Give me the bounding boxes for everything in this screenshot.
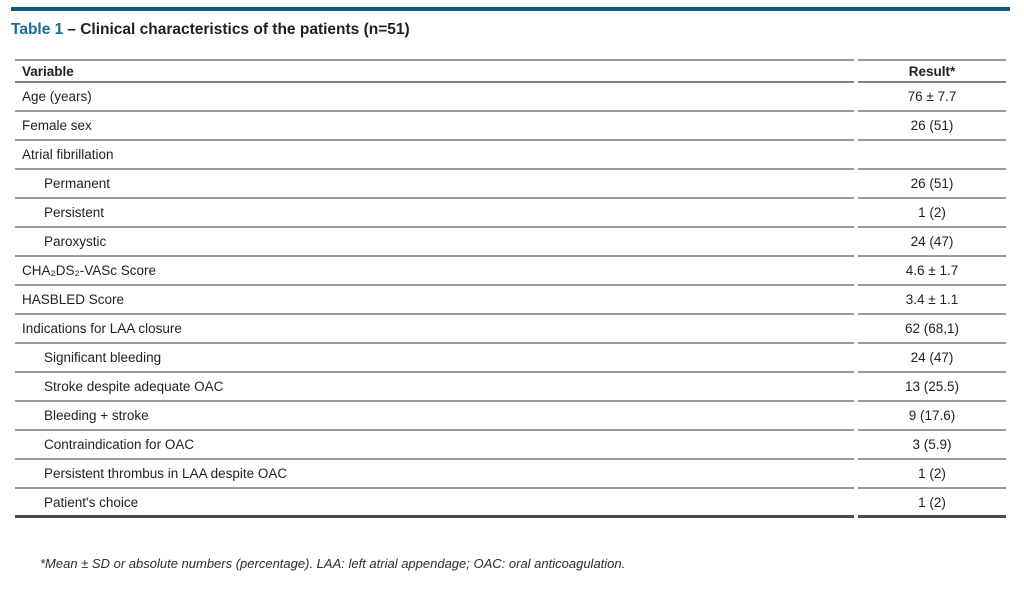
- result-cell: 4.6 ± 1.7: [858, 257, 1006, 286]
- result-cell: 13 (25.5): [858, 373, 1006, 402]
- table-number-label: Table 1: [11, 21, 64, 38]
- table-row: CHA₂DS₂-VASc Score 4.6 ± 1.7: [15, 257, 1006, 286]
- variable-cell: Female sex: [15, 112, 854, 141]
- result-cell: 3 (5.9): [858, 431, 1006, 460]
- variable-cell: Contraindication for OAC: [15, 431, 854, 460]
- variable-cell: Age (years): [15, 83, 854, 112]
- variable-cell: CHA₂DS₂-VASc Score: [15, 257, 854, 286]
- variable-cell: Paroxystic: [15, 228, 854, 257]
- column-header-variable: Variable: [15, 59, 854, 83]
- table-row: Patient's choice 1 (2): [15, 489, 1006, 518]
- result-cell: 24 (47): [858, 344, 1006, 373]
- result-cell: 24 (47): [858, 228, 1006, 257]
- result-cell: 1 (2): [858, 460, 1006, 489]
- result-cell: 1 (2): [858, 489, 1006, 518]
- result-cell: [858, 141, 1006, 170]
- variable-cell: Bleeding + stroke: [15, 402, 854, 431]
- table-row: Atrial fibrillation: [15, 141, 1006, 170]
- result-cell: 76 ± 7.7: [858, 83, 1006, 112]
- table-footnote: *Mean ± SD or absolute numbers (percenta…: [40, 556, 626, 571]
- table-row: Age (years) 76 ± 7.7: [15, 83, 1006, 112]
- table-row: Paroxystic 24 (47): [15, 228, 1006, 257]
- variable-cell: Persistent: [15, 199, 854, 228]
- table-row: Contraindication for OAC 3 (5.9): [15, 431, 1006, 460]
- clinical-characteristics-table: Variable Result* Age (years) 76 ± 7.7 Fema…: [11, 59, 1010, 518]
- result-cell: 3.4 ± 1.1: [858, 286, 1006, 315]
- result-cell: 62 (68,1): [858, 315, 1006, 344]
- table-title: Table 1– Clinical characteristics of the…: [11, 21, 410, 39]
- variable-cell: Stroke despite adequate OAC: [15, 373, 854, 402]
- table-header: Variable Result*: [15, 59, 1006, 83]
- variable-cell: Significant bleeding: [15, 344, 854, 373]
- column-header-result: Result*: [858, 59, 1006, 83]
- variable-cell: Persistent thrombus in LAA despite OAC: [15, 460, 854, 489]
- table-top-accent-bar: [11, 7, 1010, 11]
- table-row: Permanent 26 (51): [15, 170, 1006, 199]
- result-cell: 26 (51): [858, 112, 1006, 141]
- table-body: Age (years) 76 ± 7.7 Female sex 26 (51) Atri…: [15, 83, 1006, 518]
- table-row: Significant bleeding 24 (47): [15, 344, 1006, 373]
- table-row: Indications for LAA closure 62 (68,1): [15, 315, 1006, 344]
- table-row: Persistent 1 (2): [15, 199, 1006, 228]
- table-row: Stroke despite adequate OAC 13 (25.5): [15, 373, 1006, 402]
- table-row: Female sex 26 (51): [15, 112, 1006, 141]
- variable-cell: Indications for LAA closure: [15, 315, 854, 344]
- result-cell: 26 (51): [858, 170, 1006, 199]
- table-row: Bleeding + stroke 9 (17.6): [15, 402, 1006, 431]
- table-row: HASBLED Score 3.4 ± 1.1: [15, 286, 1006, 315]
- header-row: Variable Result*: [15, 59, 1006, 83]
- result-cell: 1 (2): [858, 199, 1006, 228]
- variable-cell: Atrial fibrillation: [15, 141, 854, 170]
- variable-cell: HASBLED Score: [15, 286, 854, 315]
- variable-cell: Permanent: [15, 170, 854, 199]
- variable-cell: Patient's choice: [15, 489, 854, 518]
- table-row: Persistent thrombus in LAA despite OAC 1 …: [15, 460, 1006, 489]
- result-cell: 9 (17.6): [858, 402, 1006, 431]
- table-title-text: – Clinical characteristics of the patien…: [67, 21, 410, 38]
